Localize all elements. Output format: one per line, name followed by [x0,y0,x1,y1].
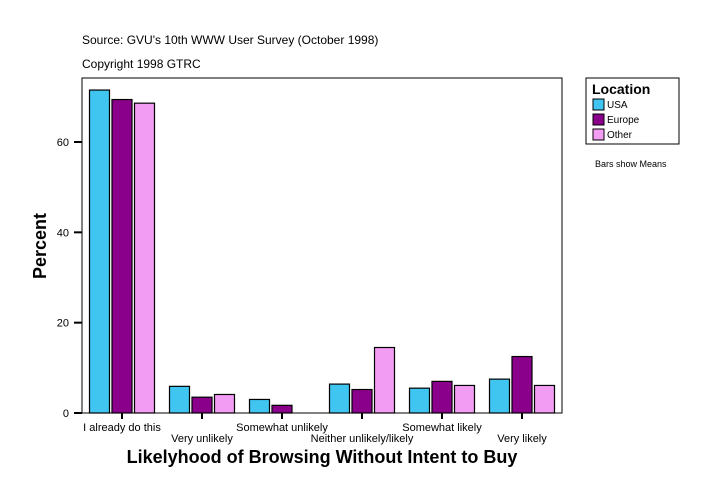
legend-swatch-other [592,128,605,141]
bar-other [373,346,396,414]
x-tick-label: Very likely [497,433,547,445]
y-tick-label: 0 [63,408,69,420]
bar-europe [271,404,293,414]
y-axis-label: Percent [30,213,50,279]
bar-other [533,384,556,414]
bar-europe [511,355,533,414]
y-tick-label: 40 [57,227,69,239]
bar-usa [488,378,511,414]
bar-europe [191,396,213,414]
bar-usa [248,398,271,414]
bars-note: Bars show Means [595,159,667,169]
legend-swatch-usa [592,98,605,111]
bar-europe [111,98,133,414]
x-tick-label: Very unlikely [171,433,233,445]
bar-usa [168,385,191,414]
legend-label: Europe [607,115,640,126]
bar-europe [351,388,373,414]
y-tick-label: 60 [57,137,69,149]
x-tick-label: Neither unlikely/likely [311,433,414,445]
plot-frame [81,77,563,414]
x-axis-label: Likelyhood of Browsing Without Intent to… [127,447,518,467]
bar-other [213,393,236,414]
bar-usa [88,89,111,414]
chart-subtitle: Copyright 1998 GTRC [82,57,201,71]
legend-title: Location [592,81,650,97]
bar-europe [431,380,453,414]
x-tick-label: Somewhat unlikely [236,422,328,434]
bar-other [133,102,156,414]
chart-title: Source: GVU's 10th WWW User Survey (Octo… [82,33,379,47]
x-tick-label: I already do this [83,422,161,434]
legend-swatch-europe [592,113,605,126]
y-tick-label: 20 [57,318,69,330]
bar-usa [408,387,431,414]
legend-label: Other [607,130,633,141]
bar-usa [328,383,351,414]
x-tick-label: Somewhat likely [402,422,482,434]
legend-label: USA [607,100,628,111]
bar-other [453,384,476,414]
